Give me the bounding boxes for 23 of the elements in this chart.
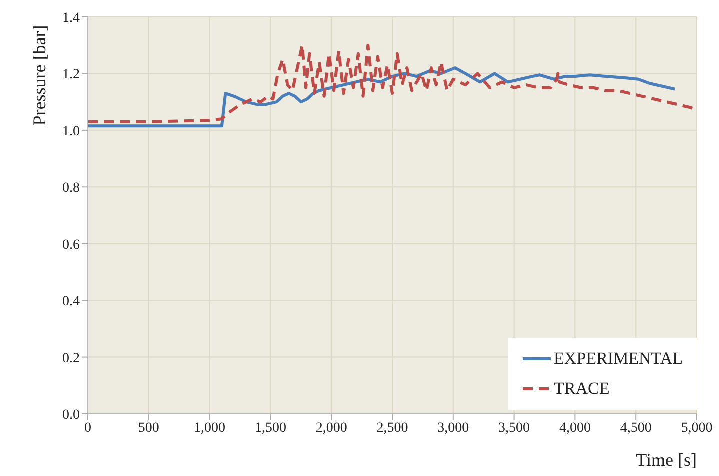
x-tick-label: 2,000 <box>316 420 348 436</box>
x-tick-label: 4,000 <box>559 420 591 436</box>
x-tick-label: 1,000 <box>194 420 226 436</box>
legend-label: TRACE <box>554 379 610 399</box>
x-tick-label: 1,500 <box>254 420 286 436</box>
x-tick-label: 3,500 <box>498 420 530 436</box>
y-tick-label: 0.4 <box>62 294 80 310</box>
y-tick-label: 1.4 <box>62 10 80 26</box>
y-tick-label: 0.2 <box>62 351 80 366</box>
x-tick-label: 4,500 <box>620 420 652 436</box>
y-tick-label: 0.0 <box>62 408 80 423</box>
legend-label: EXPERIMENTAL <box>554 349 683 369</box>
x-tick-label: 3,000 <box>438 420 470 436</box>
x-tick-label: 5,000 <box>681 420 713 436</box>
x-tick-label: 500 <box>138 420 160 436</box>
line-series <box>88 66 677 128</box>
y-tick-label: 1.2 <box>62 68 80 83</box>
x-tick-label: 2,500 <box>376 420 408 436</box>
y-axis-title: Pressure [bar] <box>29 25 50 126</box>
y-tick-label: 0.8 <box>62 181 80 196</box>
x-tick-label: 0 <box>84 420 92 436</box>
y-tick-label: 0.6 <box>62 238 80 253</box>
y-tick-label: 1.0 <box>62 124 80 140</box>
